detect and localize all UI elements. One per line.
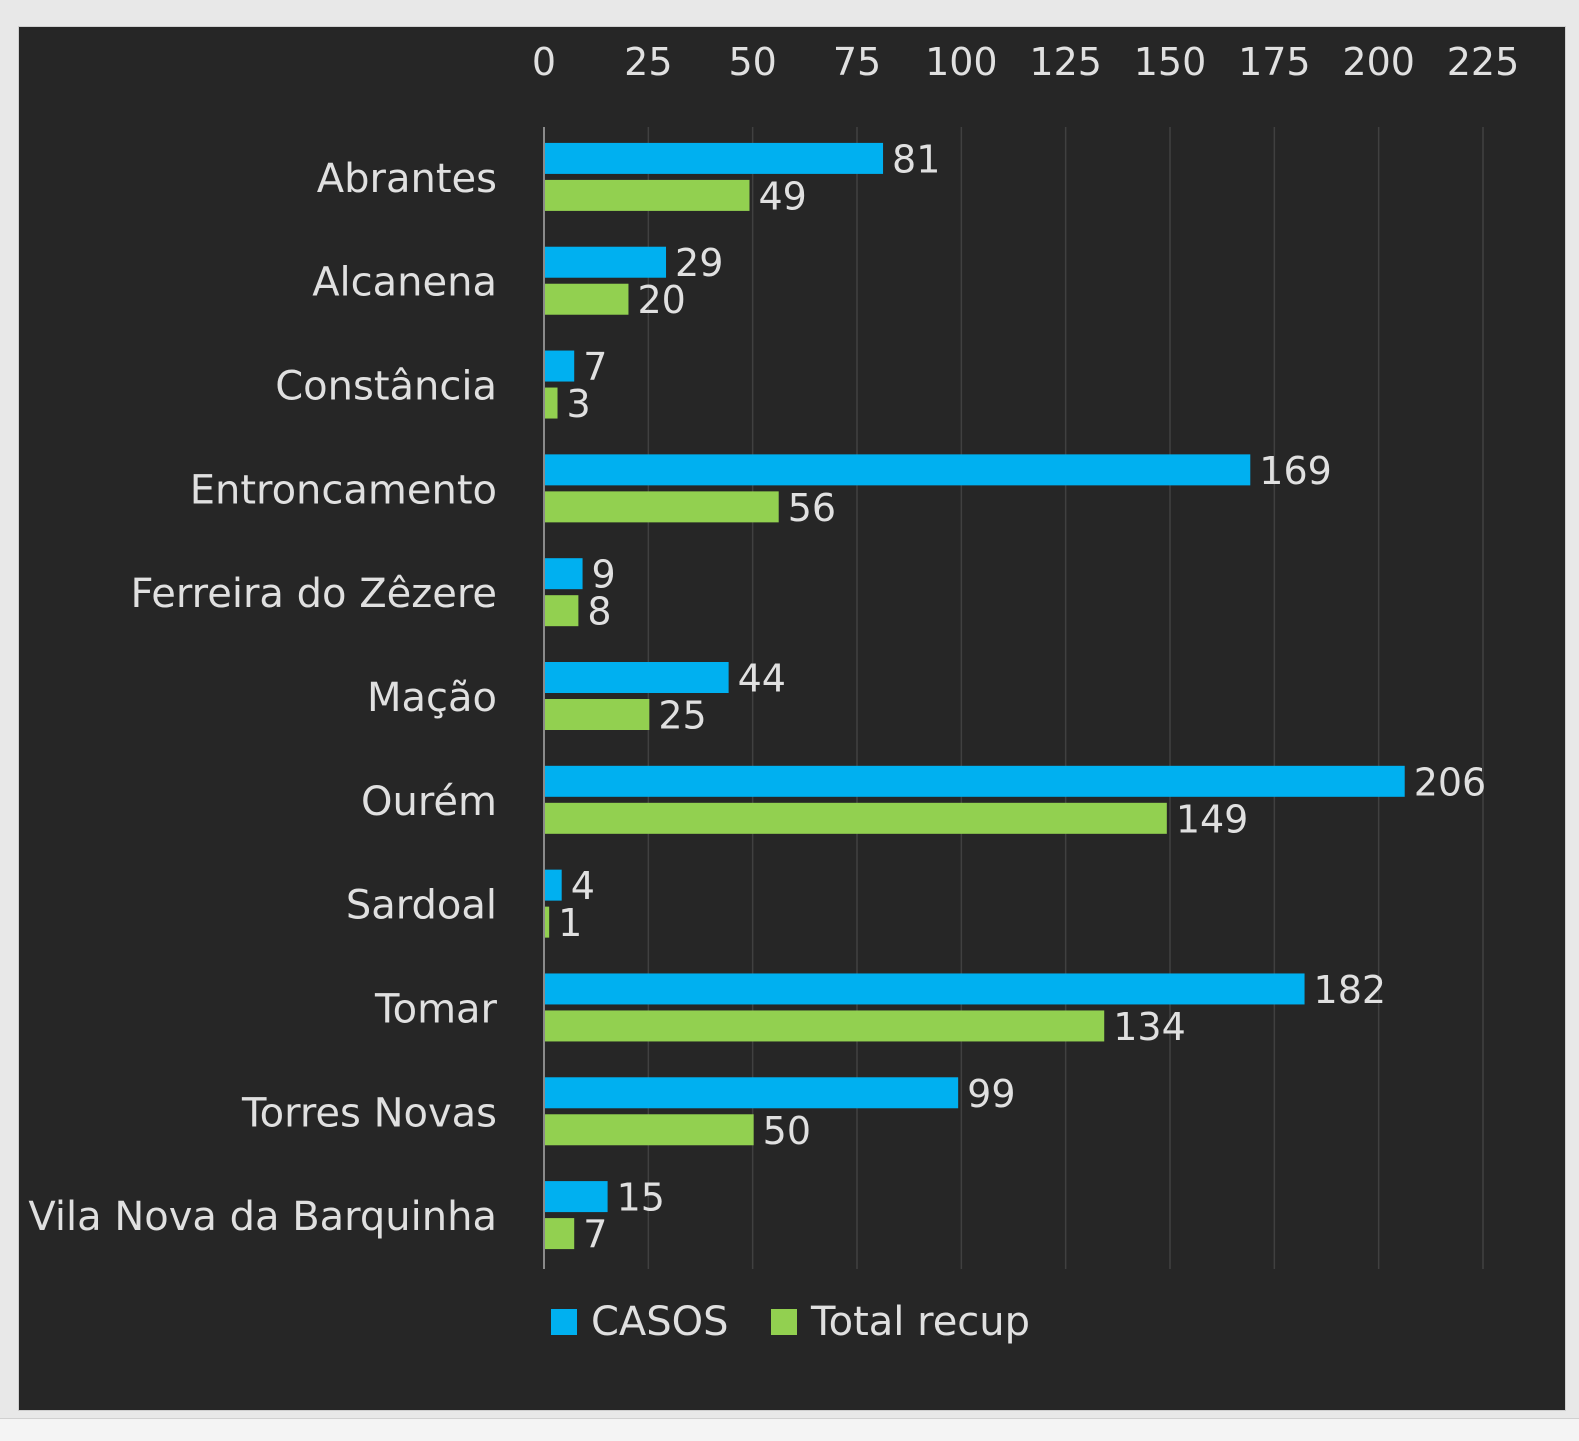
category-label: Alcanena xyxy=(312,260,497,306)
data-label: 182 xyxy=(1314,968,1387,1012)
x-tick-label: 150 xyxy=(1134,40,1207,84)
category-label: Sardoal xyxy=(346,883,497,929)
data-label: 149 xyxy=(1176,797,1249,841)
data-label: 8 xyxy=(587,590,611,634)
bar-casos xyxy=(545,558,583,589)
data-label: 20 xyxy=(637,278,685,322)
x-tick-label: 25 xyxy=(624,40,672,84)
category-label: Abrantes xyxy=(317,156,497,202)
x-tick-label: 225 xyxy=(1447,40,1520,84)
bar-casos xyxy=(545,1077,958,1108)
bar-total-recup xyxy=(545,388,558,419)
data-label: 1 xyxy=(558,901,582,945)
data-label: 7 xyxy=(583,1213,607,1257)
bar-total-recup xyxy=(545,803,1167,834)
bar-casos xyxy=(545,662,729,693)
bar-casos xyxy=(545,247,666,278)
x-tick-label: 125 xyxy=(1029,40,1102,84)
data-label: 56 xyxy=(788,486,836,530)
legend-swatch xyxy=(771,1309,797,1335)
legend: CASOS Total recup xyxy=(551,1299,1030,1345)
data-label: 169 xyxy=(1259,449,1332,493)
legend-swatch xyxy=(551,1309,577,1335)
data-label: 134 xyxy=(1113,1005,1186,1049)
bar-total-recup xyxy=(545,595,578,626)
bar-casos xyxy=(545,143,883,174)
data-label: 3 xyxy=(567,382,591,426)
category-label: Ferreira do Zêzere xyxy=(130,571,497,617)
bar-total-recup xyxy=(545,907,549,938)
bar-total-recup xyxy=(545,491,779,522)
data-label: 99 xyxy=(967,1072,1015,1116)
x-tick-label: 175 xyxy=(1238,40,1311,84)
bar-total-recup xyxy=(545,699,649,730)
data-label: 44 xyxy=(738,657,786,701)
legend-label: Total recup xyxy=(810,1299,1030,1345)
category-label: Ourém xyxy=(361,779,497,825)
x-tick-label: 200 xyxy=(1342,40,1415,84)
bar-casos xyxy=(545,766,1405,797)
bar-total-recup xyxy=(545,180,749,211)
bar-total-recup xyxy=(545,1218,574,1249)
chart-frame: 0 25 50 75 100 125 150 175 200 225 81 49 29 20 7 3 169 5… xyxy=(18,26,1566,1411)
x-tick-label: 75 xyxy=(833,40,881,84)
bar-total-recup xyxy=(545,1010,1104,1041)
category-label: Vila Nova da Barquinha xyxy=(28,1194,497,1240)
x-tick-label: 50 xyxy=(728,40,776,84)
category-label: Mação xyxy=(367,675,497,721)
bar-casos xyxy=(545,870,562,901)
data-label: 25 xyxy=(658,694,706,738)
bar-chart: 0 25 50 75 100 125 150 175 200 225 81492920731695… xyxy=(19,27,1565,1410)
legend-label: CASOS xyxy=(591,1299,729,1345)
data-label: 81 xyxy=(892,137,940,181)
x-tick-label: 0 xyxy=(532,40,556,84)
bar-total-recup xyxy=(545,284,628,315)
category-label: Entroncamento xyxy=(190,467,497,513)
category-labels: Abrantes Alcanena Constância Entroncamento F… xyxy=(28,156,497,1240)
data-label: 50 xyxy=(763,1109,811,1153)
category-label: Constância xyxy=(275,364,497,410)
x-tick-label: 100 xyxy=(925,40,998,84)
data-label: 206 xyxy=(1414,760,1487,804)
bar-casos xyxy=(545,1181,608,1212)
data-label: 49 xyxy=(758,174,806,218)
bar-total-recup xyxy=(545,1114,754,1145)
bar-casos xyxy=(545,351,574,382)
window-bottom-strip xyxy=(0,1418,1579,1441)
category-label: Tomar xyxy=(374,986,498,1032)
data-label: 15 xyxy=(617,1176,665,1220)
bar-casos xyxy=(545,973,1305,1004)
bar-casos xyxy=(545,454,1250,485)
x-axis-ticks: 0 25 50 75 100 125 150 175 200 225 xyxy=(532,40,1519,84)
category-label: Torres Novas xyxy=(241,1090,497,1136)
